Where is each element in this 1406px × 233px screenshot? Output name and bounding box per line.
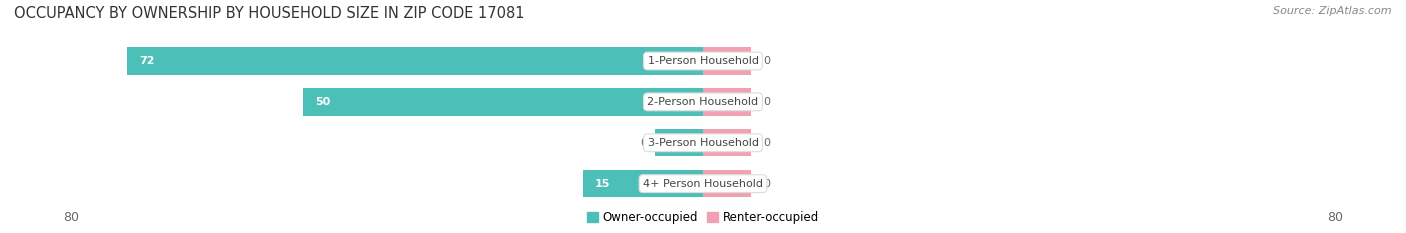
Text: 80: 80 (1327, 211, 1343, 224)
Bar (127, 47, 703, 75)
Bar (703, 47, 751, 75)
Bar (703, 88, 751, 116)
Text: 4+ Person Household: 4+ Person Household (643, 179, 763, 189)
Text: OCCUPANCY BY OWNERSHIP BY HOUSEHOLD SIZE IN ZIP CODE 17081: OCCUPANCY BY OWNERSHIP BY HOUSEHOLD SIZE… (14, 6, 524, 21)
Text: 1-Person Household: 1-Person Household (648, 56, 758, 66)
Bar (655, 129, 703, 157)
Text: Source: ZipAtlas.com: Source: ZipAtlas.com (1274, 6, 1392, 16)
Text: 0: 0 (763, 138, 770, 148)
Text: 3-Person Household: 3-Person Household (648, 138, 758, 148)
Bar (703, 129, 751, 157)
Text: 0: 0 (763, 56, 770, 66)
Bar (583, 170, 703, 197)
Text: 50: 50 (315, 97, 330, 107)
Bar (304, 88, 703, 116)
Text: 72: 72 (139, 56, 155, 66)
Text: 0: 0 (640, 138, 647, 148)
Bar (703, 170, 751, 197)
Legend: Owner-occupied, Renter-occupied: Owner-occupied, Renter-occupied (582, 207, 824, 229)
Text: 80: 80 (63, 211, 79, 224)
Text: 0: 0 (763, 179, 770, 189)
Text: 2-Person Household: 2-Person Household (647, 97, 759, 107)
Text: 0: 0 (763, 97, 770, 107)
Text: 15: 15 (595, 179, 610, 189)
